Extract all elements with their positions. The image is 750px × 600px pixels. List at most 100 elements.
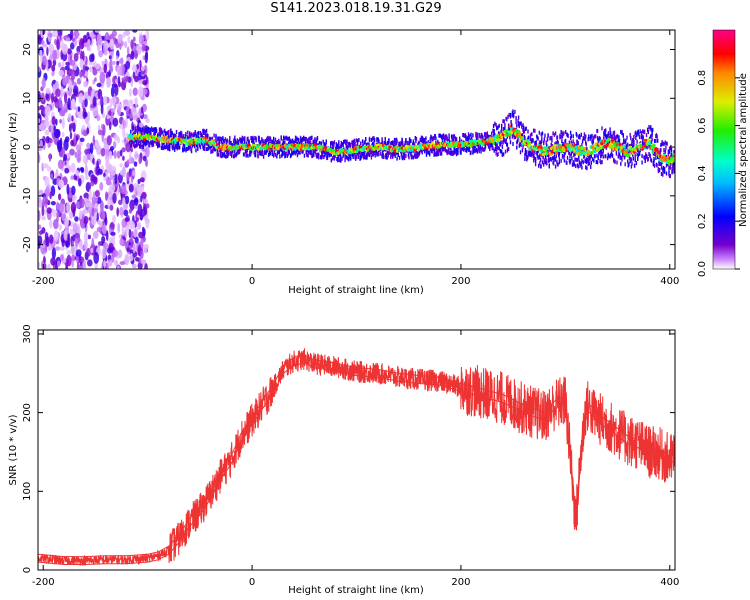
spectrogram-halo-cell	[549, 136, 552, 141]
spectrogram-halo-cell	[366, 151, 369, 155]
spectrogram-halo-cell	[629, 132, 631, 137]
spectrogram-halo-cell	[219, 153, 222, 158]
spectrogram-noise-cell	[38, 230, 44, 235]
spectrogram-halo-cell	[158, 141, 160, 145]
spectrogram-halo-cell	[567, 133, 569, 138]
spectrogram-halo-cell	[213, 146, 215, 151]
spectrogram-halo-cell	[573, 153, 575, 158]
spectrogram-halo-cell	[494, 121, 496, 126]
spectrogram-halo-cell	[293, 140, 295, 145]
spectrogram-halo-cell	[498, 146, 500, 151]
spectrogram-signal-cell	[671, 158, 675, 162]
spectrogram-noise-cell	[46, 207, 52, 214]
spectrogram-noise-cell	[49, 234, 54, 244]
spectrogram-halo-cell	[398, 155, 401, 160]
spectrogram-noise-cell	[79, 71, 83, 78]
spectrogram-noise-cell	[108, 151, 113, 160]
spectrogram-halo-cell	[309, 151, 312, 156]
spectrogram-halo-cell	[564, 138, 567, 143]
spectrogram-halo-cell	[636, 152, 638, 157]
spectrogram-halo-cell	[617, 138, 619, 143]
spectrogram-halo-cell	[390, 155, 392, 160]
spectrogram-halo-cell	[338, 140, 340, 145]
spectrogram-halo-cell	[358, 138, 360, 142]
spectrogram-halo-cell	[207, 133, 209, 138]
spectrogram-noise-cell	[117, 265, 120, 269]
spectrogram-halo-cell	[152, 142, 155, 147]
spectrogram-halo-cell	[433, 136, 435, 141]
spectrogram-halo-cell	[581, 139, 584, 144]
spectrogram-halo-cell	[663, 166, 666, 171]
spectrogram-halo-cell	[351, 152, 354, 157]
spectrogram-halo-cell	[556, 135, 559, 140]
spectrogram-halo-cell	[505, 138, 507, 143]
spectrogram-halo-cell	[214, 147, 217, 152]
spectrogram-noise-cell	[64, 216, 70, 228]
spectrogram-halo-cell	[469, 134, 471, 139]
spectrogram-halo-cell	[215, 135, 217, 140]
spectrogram-halo-cell	[543, 141, 545, 146]
spectrogram-noise-cell	[117, 249, 123, 259]
spectrogram-halo-cell	[320, 141, 322, 146]
spectrogram-noise-cell	[58, 193, 62, 201]
spectrogram-halo-cell	[387, 153, 389, 158]
spectrogram-halo-cell	[588, 161, 591, 166]
spectrogram-halo-cell	[561, 139, 563, 144]
spectrogram-noise-cell	[65, 61, 70, 66]
spectrogram-noise-cell	[110, 221, 115, 230]
spectrogram-noise-cell	[141, 226, 145, 233]
spectrogram-halo-cell	[431, 149, 433, 154]
spectrogram-halo-cell	[333, 156, 336, 161]
spectrogram-noise-cell	[140, 259, 147, 265]
spectrogram-halo-cell	[394, 141, 396, 146]
spectrogram-halo-cell	[384, 136, 386, 141]
spectrogram-noise-cell	[106, 180, 112, 186]
spectrogram-halo-cell	[425, 136, 427, 141]
spectrogram-halo-cell	[507, 114, 509, 119]
spectrogram-noise-cell	[114, 173, 118, 185]
spectrogram-halo-cell	[594, 154, 596, 159]
spectrogram-halo-cell	[218, 142, 220, 147]
spectrogram-halo-cell	[273, 136, 275, 141]
spectrogram-noise-cell	[112, 192, 117, 204]
spectrogram-halo-cell	[506, 142, 509, 147]
spectrogram-noise-cell	[138, 231, 144, 239]
spectrogram-halo-cell	[448, 150, 450, 155]
spectrogram-halo-cell	[173, 145, 175, 150]
spectrogram-halo-cell	[525, 152, 527, 157]
spectrogram-halo-cell	[405, 153, 407, 158]
spectrogram-halo-cell	[407, 140, 409, 145]
spectrogram-halo-cell	[204, 129, 207, 134]
spectrogram-noise-cell	[94, 77, 97, 82]
spectrogram-halo-cell	[425, 140, 427, 145]
spectrogram-noise-cell	[67, 48, 72, 55]
spectrogram-halo-cell	[434, 134, 436, 138]
spectrogram-halo-cell	[148, 141, 151, 146]
spectrogram-halo-cell	[568, 151, 571, 155]
spectrogram-halo-cell	[574, 157, 576, 162]
spectrogram-halo-cell	[649, 154, 651, 159]
spectrogram-halo-cell	[596, 153, 598, 158]
spectrogram-halo-cell	[662, 141, 664, 146]
spectrogram-halo-cell	[474, 144, 477, 149]
spectrogram-halo-cell	[596, 129, 599, 134]
spectrogram-noise-cell	[144, 52, 148, 64]
spectrogram-halo-cell	[453, 134, 455, 139]
spectrogram-halo-cell	[330, 152, 332, 157]
spectrogram-noise-cell	[91, 237, 95, 250]
spectrogram-noise-cell	[73, 88, 78, 95]
spectrogram-halo-cell	[278, 150, 280, 155]
spectrogram-noise-cell	[75, 170, 80, 177]
spectrogram-noise-cell	[42, 43, 48, 48]
colorbar-tick-label: 0.8	[697, 70, 708, 86]
spectrogram-halo-cell	[269, 151, 272, 156]
spectrogram-noise-cell	[103, 95, 108, 106]
spectrogram-halo-cell	[364, 140, 366, 145]
spectrogram-halo-cell	[656, 134, 658, 139]
spectrogram-halo-cell	[667, 152, 670, 157]
spectrogram-halo-cell	[634, 154, 636, 159]
spectrogram-halo-cell	[536, 151, 539, 156]
spectrogram-halo-cell	[363, 155, 365, 160]
spectrogram-halo-cell	[279, 154, 281, 159]
spectrogram-noise-cell	[57, 159, 64, 170]
